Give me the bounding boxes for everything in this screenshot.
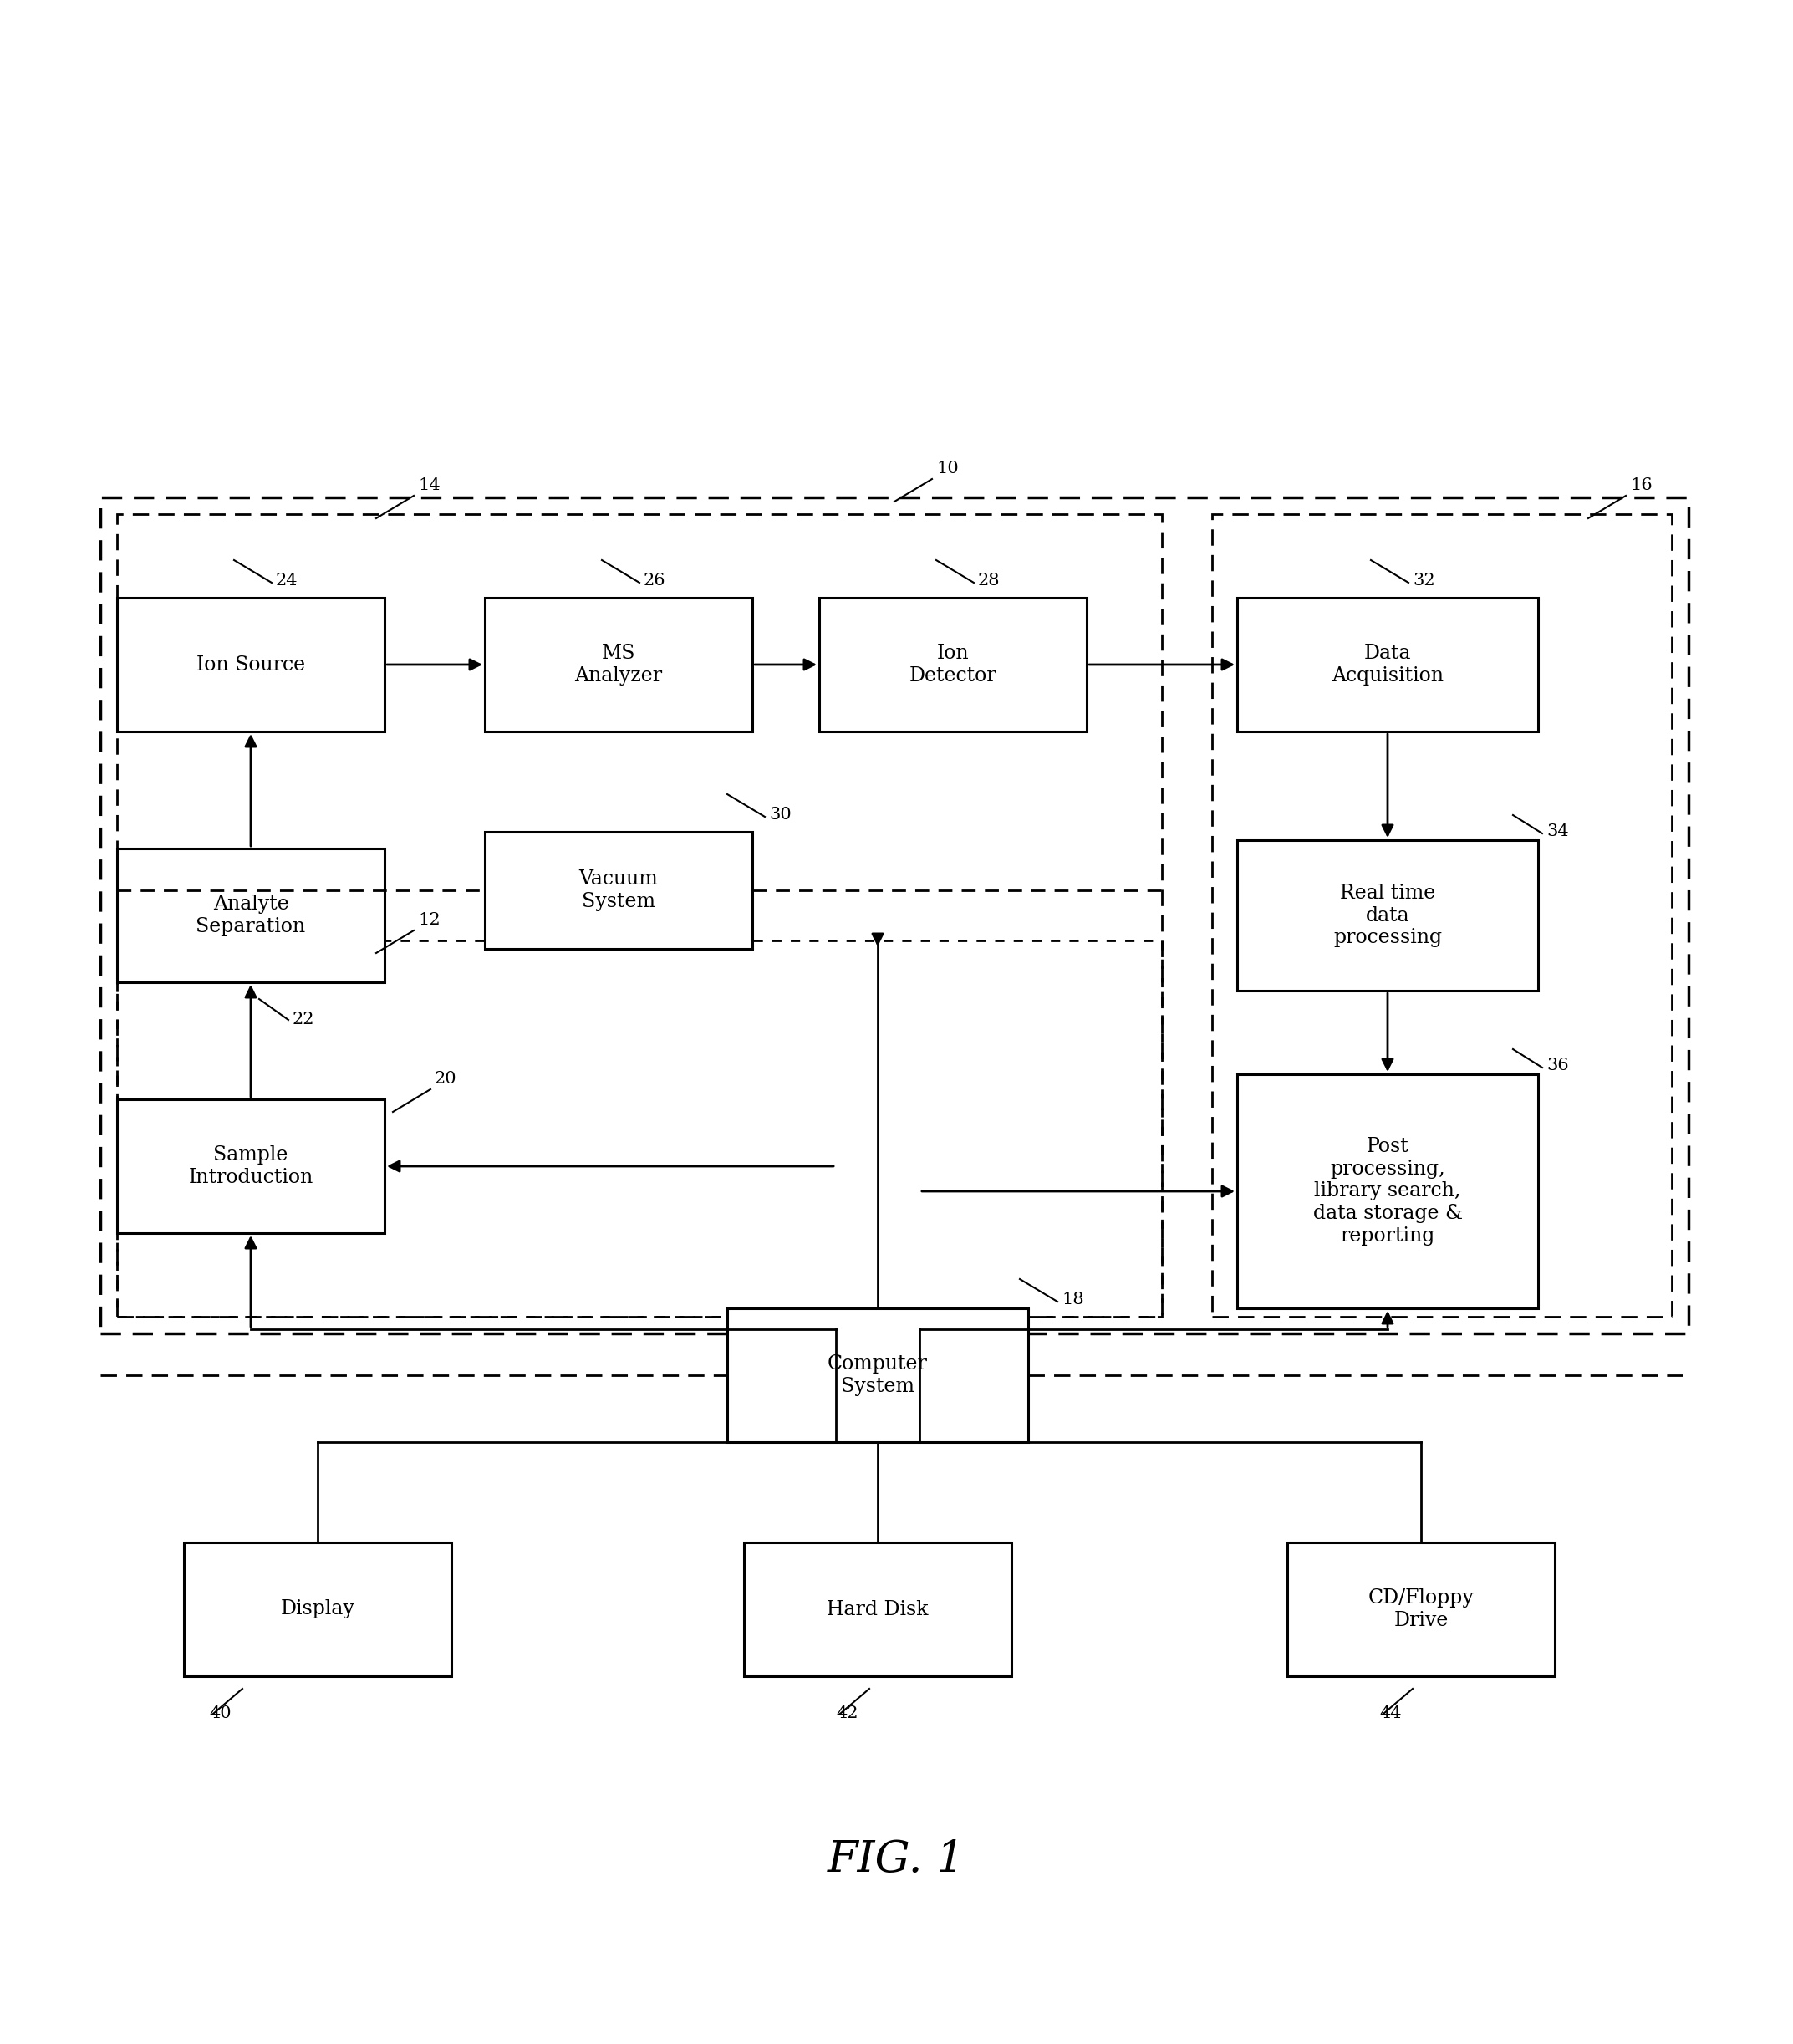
Text: 36: 36 [1546, 1057, 1569, 1073]
Text: 20: 20 [434, 1071, 457, 1087]
Text: 44: 44 [1379, 1705, 1402, 1721]
Bar [117, 1100, 384, 1233]
Bar [100, 497, 1689, 1333]
Text: 40: 40 [210, 1705, 231, 1721]
Bar [819, 597, 1087, 732]
Text: 30: 30 [769, 807, 791, 822]
Text: 22: 22 [292, 1012, 316, 1028]
Text: 28: 28 [977, 572, 1000, 589]
Text: Data
Acquisition: Data Acquisition [1332, 644, 1443, 685]
Text: 12: 12 [418, 912, 441, 928]
Text: FIG. 1: FIG. 1 [828, 1840, 965, 1880]
Bar [117, 940, 1162, 1316]
Bar [117, 597, 384, 732]
Text: Ion
Detector: Ion Detector [909, 644, 997, 685]
Text: Hard Disk: Hard Disk [827, 1600, 929, 1619]
Bar [1237, 1075, 1538, 1308]
Text: 26: 26 [644, 572, 665, 589]
Bar [1287, 1543, 1555, 1676]
Text: 32: 32 [1413, 572, 1434, 589]
Text: 16: 16 [1630, 478, 1653, 493]
Text: 10: 10 [936, 460, 959, 476]
Bar [744, 1543, 1011, 1676]
Text: Analyte
Separation: Analyte Separation [195, 895, 305, 936]
Text: Ion Source: Ion Source [197, 654, 305, 675]
Bar [1237, 840, 1538, 991]
Text: Computer
System: Computer System [828, 1355, 927, 1396]
Bar [185, 1543, 452, 1676]
Bar [117, 515, 1162, 1316]
Bar [728, 1308, 1027, 1443]
Bar [117, 848, 384, 983]
Text: 24: 24 [276, 572, 298, 589]
Text: Post
processing,
library search,
data storage &
reporting: Post processing, library search, data st… [1312, 1136, 1463, 1245]
Bar [1212, 515, 1671, 1316]
Text: 34: 34 [1546, 824, 1569, 840]
Text: MS
Analyzer: MS Analyzer [574, 644, 662, 685]
Text: CD/Floppy
Drive: CD/Floppy Drive [1368, 1588, 1474, 1629]
Text: Vacuum
System: Vacuum System [579, 869, 658, 912]
Text: 42: 42 [836, 1705, 859, 1721]
Bar [1237, 597, 1538, 732]
Text: Sample
Introduction: Sample Introduction [188, 1145, 314, 1188]
Bar [484, 832, 753, 948]
Bar [484, 597, 753, 732]
Text: Display: Display [280, 1600, 355, 1619]
Text: 18: 18 [1061, 1292, 1083, 1308]
Text: Real time
data
processing: Real time data processing [1334, 883, 1442, 946]
Text: 14: 14 [418, 478, 441, 493]
